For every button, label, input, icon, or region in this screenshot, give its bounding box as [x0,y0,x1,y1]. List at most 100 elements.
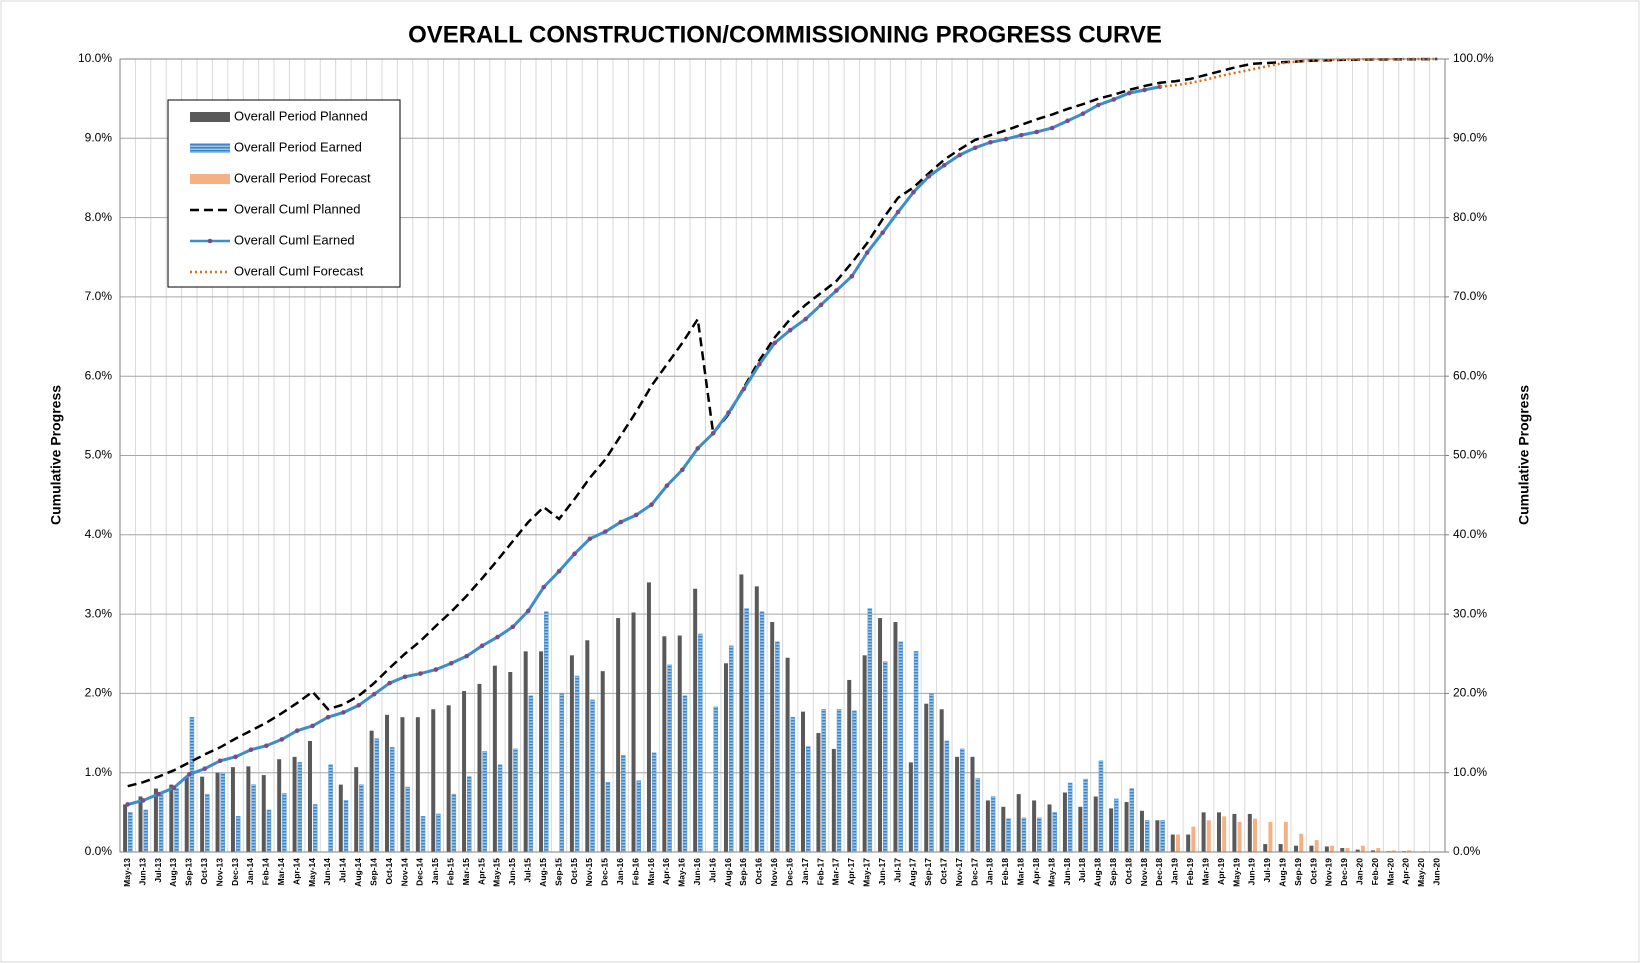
bar [790,716,796,853]
bar [1237,821,1242,852]
bar [893,622,898,852]
line-marker [818,302,824,308]
legend-swatch [190,143,230,153]
bar [1191,826,1196,852]
bar [513,748,518,853]
line-marker [603,529,608,534]
y2-tick-label: 0.0% [1453,844,1481,858]
line [127,57,1438,788]
bar [544,611,549,853]
bar [338,784,343,852]
y2-tick-label: 80.0% [1453,210,1487,224]
x-tick-label: Nov-16 [769,858,779,887]
line-marker [171,785,177,791]
x-tick-label: Dec-18 [1154,858,1164,886]
line-marker [757,362,762,367]
line-marker [695,446,701,451]
bar [1391,850,1396,852]
bar [343,800,349,853]
line-marker [911,189,916,195]
x-tick-label: Sep-13 [184,858,194,886]
x-tick-label: Mar-16 [646,858,656,886]
bar [1360,845,1365,852]
legend-label: Overall Cuml Earned [234,232,355,247]
x-tick-label: Dec-13 [230,858,240,886]
bar [770,622,775,852]
bar [292,756,297,852]
legend-label: Overall Cuml Forecast [234,263,364,278]
x-tick-label: Mar-14 [276,858,286,886]
line-marker [972,145,978,151]
bar [277,759,282,852]
line-marker [572,551,577,557]
x-tick-label: Apr-17 [846,858,856,885]
bar [1052,812,1057,853]
x-tick-label: Jan-19 [1170,858,1180,885]
x-tick-label: Aug-14 [353,858,363,887]
line-marker [556,568,562,574]
x-tick-label: Nov-14 [399,858,409,887]
bar [631,612,636,852]
x-tick-label: Feb-16 [630,858,640,886]
bar [1047,804,1052,852]
line-marker [310,723,315,729]
x-tick-label: May-14 [307,858,317,887]
x-tick-label: Feb-17 [815,858,825,886]
x-tick-label: Aug-18 [1093,858,1103,887]
bar [174,788,179,853]
bar [754,586,759,852]
bar [1021,817,1027,853]
line-marker [402,674,408,680]
bar [266,809,272,853]
bar [1283,821,1288,852]
bar [662,636,667,852]
bar [821,709,826,853]
bar [1201,812,1206,852]
y-tick-label: 8.0% [85,210,113,224]
x-tick-label: Jan-16 [615,858,625,885]
line-marker [957,152,962,158]
bar [477,683,482,852]
bar [1129,788,1135,853]
x-tick-label: May-16 [677,858,687,887]
line-marker [772,340,778,346]
x-tick-label: Jun-20 [1432,858,1442,886]
x-tick-label: Nov-17 [954,858,964,887]
bar [1232,813,1237,852]
bar [246,766,251,852]
bar [636,780,641,853]
x-tick-label: Aug-19 [1277,858,1287,887]
x-tick-label: May-18 [1046,858,1056,887]
line-marker [895,209,901,215]
bar [585,640,590,852]
legend-swatch [190,174,230,184]
bar [261,775,266,852]
bar [205,793,210,853]
x-tick-label: Jun-17 [877,858,887,886]
line-marker [479,643,485,649]
y2-tick-label: 100.0% [1453,51,1494,65]
y2-tick-label: 90.0% [1453,130,1487,144]
bar [312,804,318,853]
bar [1371,850,1376,852]
x-tick-label: Oct-18 [1123,858,1133,885]
line-marker [1080,111,1086,117]
x-tick-label: Apr-14 [291,858,301,885]
bar [420,816,426,853]
bar [369,730,374,852]
line-marker [187,771,192,777]
bar [523,651,528,852]
legend-marker [207,238,213,244]
y-tick-label: 10.0% [78,51,112,65]
legend-label: Overall Period Earned [234,139,362,154]
bar [847,679,852,852]
x-tick-label: Sep-17 [923,858,933,886]
line-marker [803,316,808,322]
x-tick-label: Jan-15 [430,858,440,885]
x-tick-label: Apr-15 [476,858,486,885]
bar [200,776,205,852]
bar [646,582,651,852]
bar [462,691,467,852]
bar [1309,845,1314,852]
axes: May-13 Jun-13 Jul-13 Aug-13 Sep-13 Oct-13 Nov-… [78,51,1494,887]
